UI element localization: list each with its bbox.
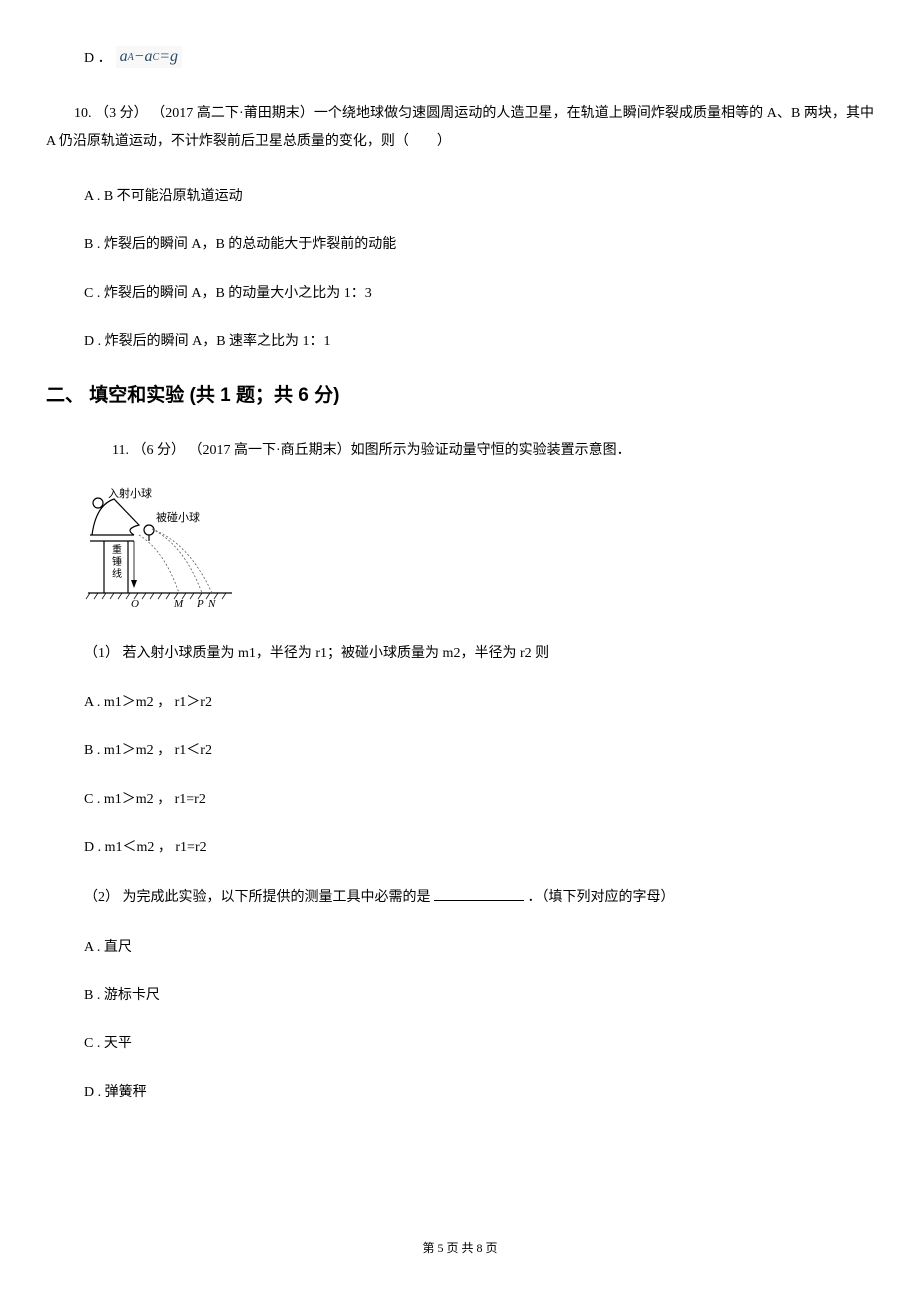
q11-sub2: （2） 为完成此实验，以下所提供的测量工具中必需的是 ．（填下列对应的字母） bbox=[84, 885, 874, 910]
q11-sub1-option-a: A . m1＞m2 ， r1＞r2 bbox=[84, 692, 874, 714]
label-n: N bbox=[207, 598, 216, 610]
q9-option-d: D ． aA − aC = g bbox=[84, 46, 874, 68]
page-footer: 第 5 页 共 8 页 bbox=[0, 1239, 920, 1256]
q11-sub2-option-c: C . 天平 bbox=[84, 1033, 874, 1055]
formula-minus: − bbox=[134, 48, 145, 66]
formula-a2: a bbox=[145, 48, 153, 66]
label-plumb-1: 重 bbox=[112, 543, 122, 556]
q11-sub1-option-b: B . m1＞m2 ， r1＜r2 bbox=[84, 740, 874, 762]
q11-sub2-option-d: D . 弹簧秤 bbox=[84, 1082, 874, 1104]
label-incident: 入射小球 bbox=[108, 486, 152, 500]
fill-blank[interactable] bbox=[434, 887, 524, 901]
label-target: 被碰小球 bbox=[156, 510, 200, 524]
q10-option-c: C . 炸裂后的瞬间 A，B 的动量大小之比为 1：3 bbox=[84, 283, 874, 305]
label-p: P bbox=[196, 598, 204, 610]
section-2-heading: 二、 填空和实验 (共 1 题；共 6 分) bbox=[46, 380, 874, 407]
label-m: M bbox=[173, 598, 184, 610]
q10-option-a: A . B 不可能沿原轨道运动 bbox=[84, 186, 874, 208]
q11-sub1-option-c: C . m1＞m2 ， r1=r2 bbox=[84, 789, 874, 811]
q11-stem: 11. （6 分） （2017 高一下·商丘期末）如图所示为验证动量守恒的实验装… bbox=[84, 437, 874, 465]
label-plumb-2: 锤 bbox=[112, 555, 122, 568]
question-10: 10. （3 分） （2017 高二下·莆田期末）一个绕地球做匀速圆周运动的人造… bbox=[46, 100, 874, 156]
q10-option-b: B . 炸裂后的瞬间 A，B 的总动能大于炸裂前的动能 bbox=[84, 234, 874, 256]
formula-eq: = bbox=[159, 48, 170, 66]
diagram-svg: 入射小球 被碰小球 重 锤 线 O M P N bbox=[84, 485, 234, 610]
q11-sub2-after: ．（填下列对应的字母） bbox=[528, 890, 675, 905]
page-content: D ． aA − aC = g 10. （3 分） （2017 高二下·莆田期末… bbox=[46, 46, 874, 1104]
formula-sub-c: C bbox=[153, 52, 160, 63]
q11-sub1-option-d: D . m1＜m2 ， r1=r2 bbox=[84, 837, 874, 859]
q10-stem: 10. （3 分） （2017 高二下·莆田期末）一个绕地球做匀速圆周运动的人造… bbox=[46, 100, 874, 156]
formula-g: g bbox=[170, 48, 178, 66]
formula-a1: a bbox=[120, 48, 128, 66]
q11-sub2-before: （2） 为完成此实验，以下所提供的测量工具中必需的是 bbox=[84, 890, 431, 905]
q11-sub1: （1） 若入射小球质量为 m1，半径为 r1；被碰小球质量为 m2，半径为 r2… bbox=[84, 641, 874, 666]
label-plumb-3: 线 bbox=[112, 567, 122, 580]
q11-sub2-option-a: A . 直尺 bbox=[84, 937, 874, 959]
label-o: O bbox=[131, 598, 139, 610]
experiment-diagram: 入射小球 被碰小球 重 锤 线 O M P N bbox=[84, 485, 874, 615]
q11-sub2-option-b: B . 游标卡尺 bbox=[84, 985, 874, 1007]
q10-option-d: D . 炸裂后的瞬间 A，B 速率之比为 1：1 bbox=[84, 331, 874, 353]
option-d-label: D ． bbox=[84, 47, 112, 67]
formula-image: aA − aC = g bbox=[116, 46, 182, 68]
